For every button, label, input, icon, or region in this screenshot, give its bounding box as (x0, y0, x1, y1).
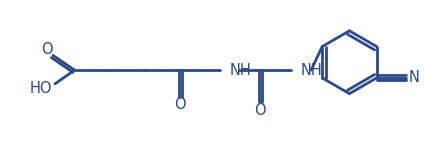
Text: O: O (41, 42, 53, 57)
Text: NH: NH (300, 63, 322, 78)
Text: NH: NH (230, 63, 252, 78)
Text: HO: HO (30, 81, 52, 96)
Text: N: N (408, 70, 419, 86)
Text: O: O (254, 103, 266, 118)
Text: O: O (174, 97, 185, 112)
